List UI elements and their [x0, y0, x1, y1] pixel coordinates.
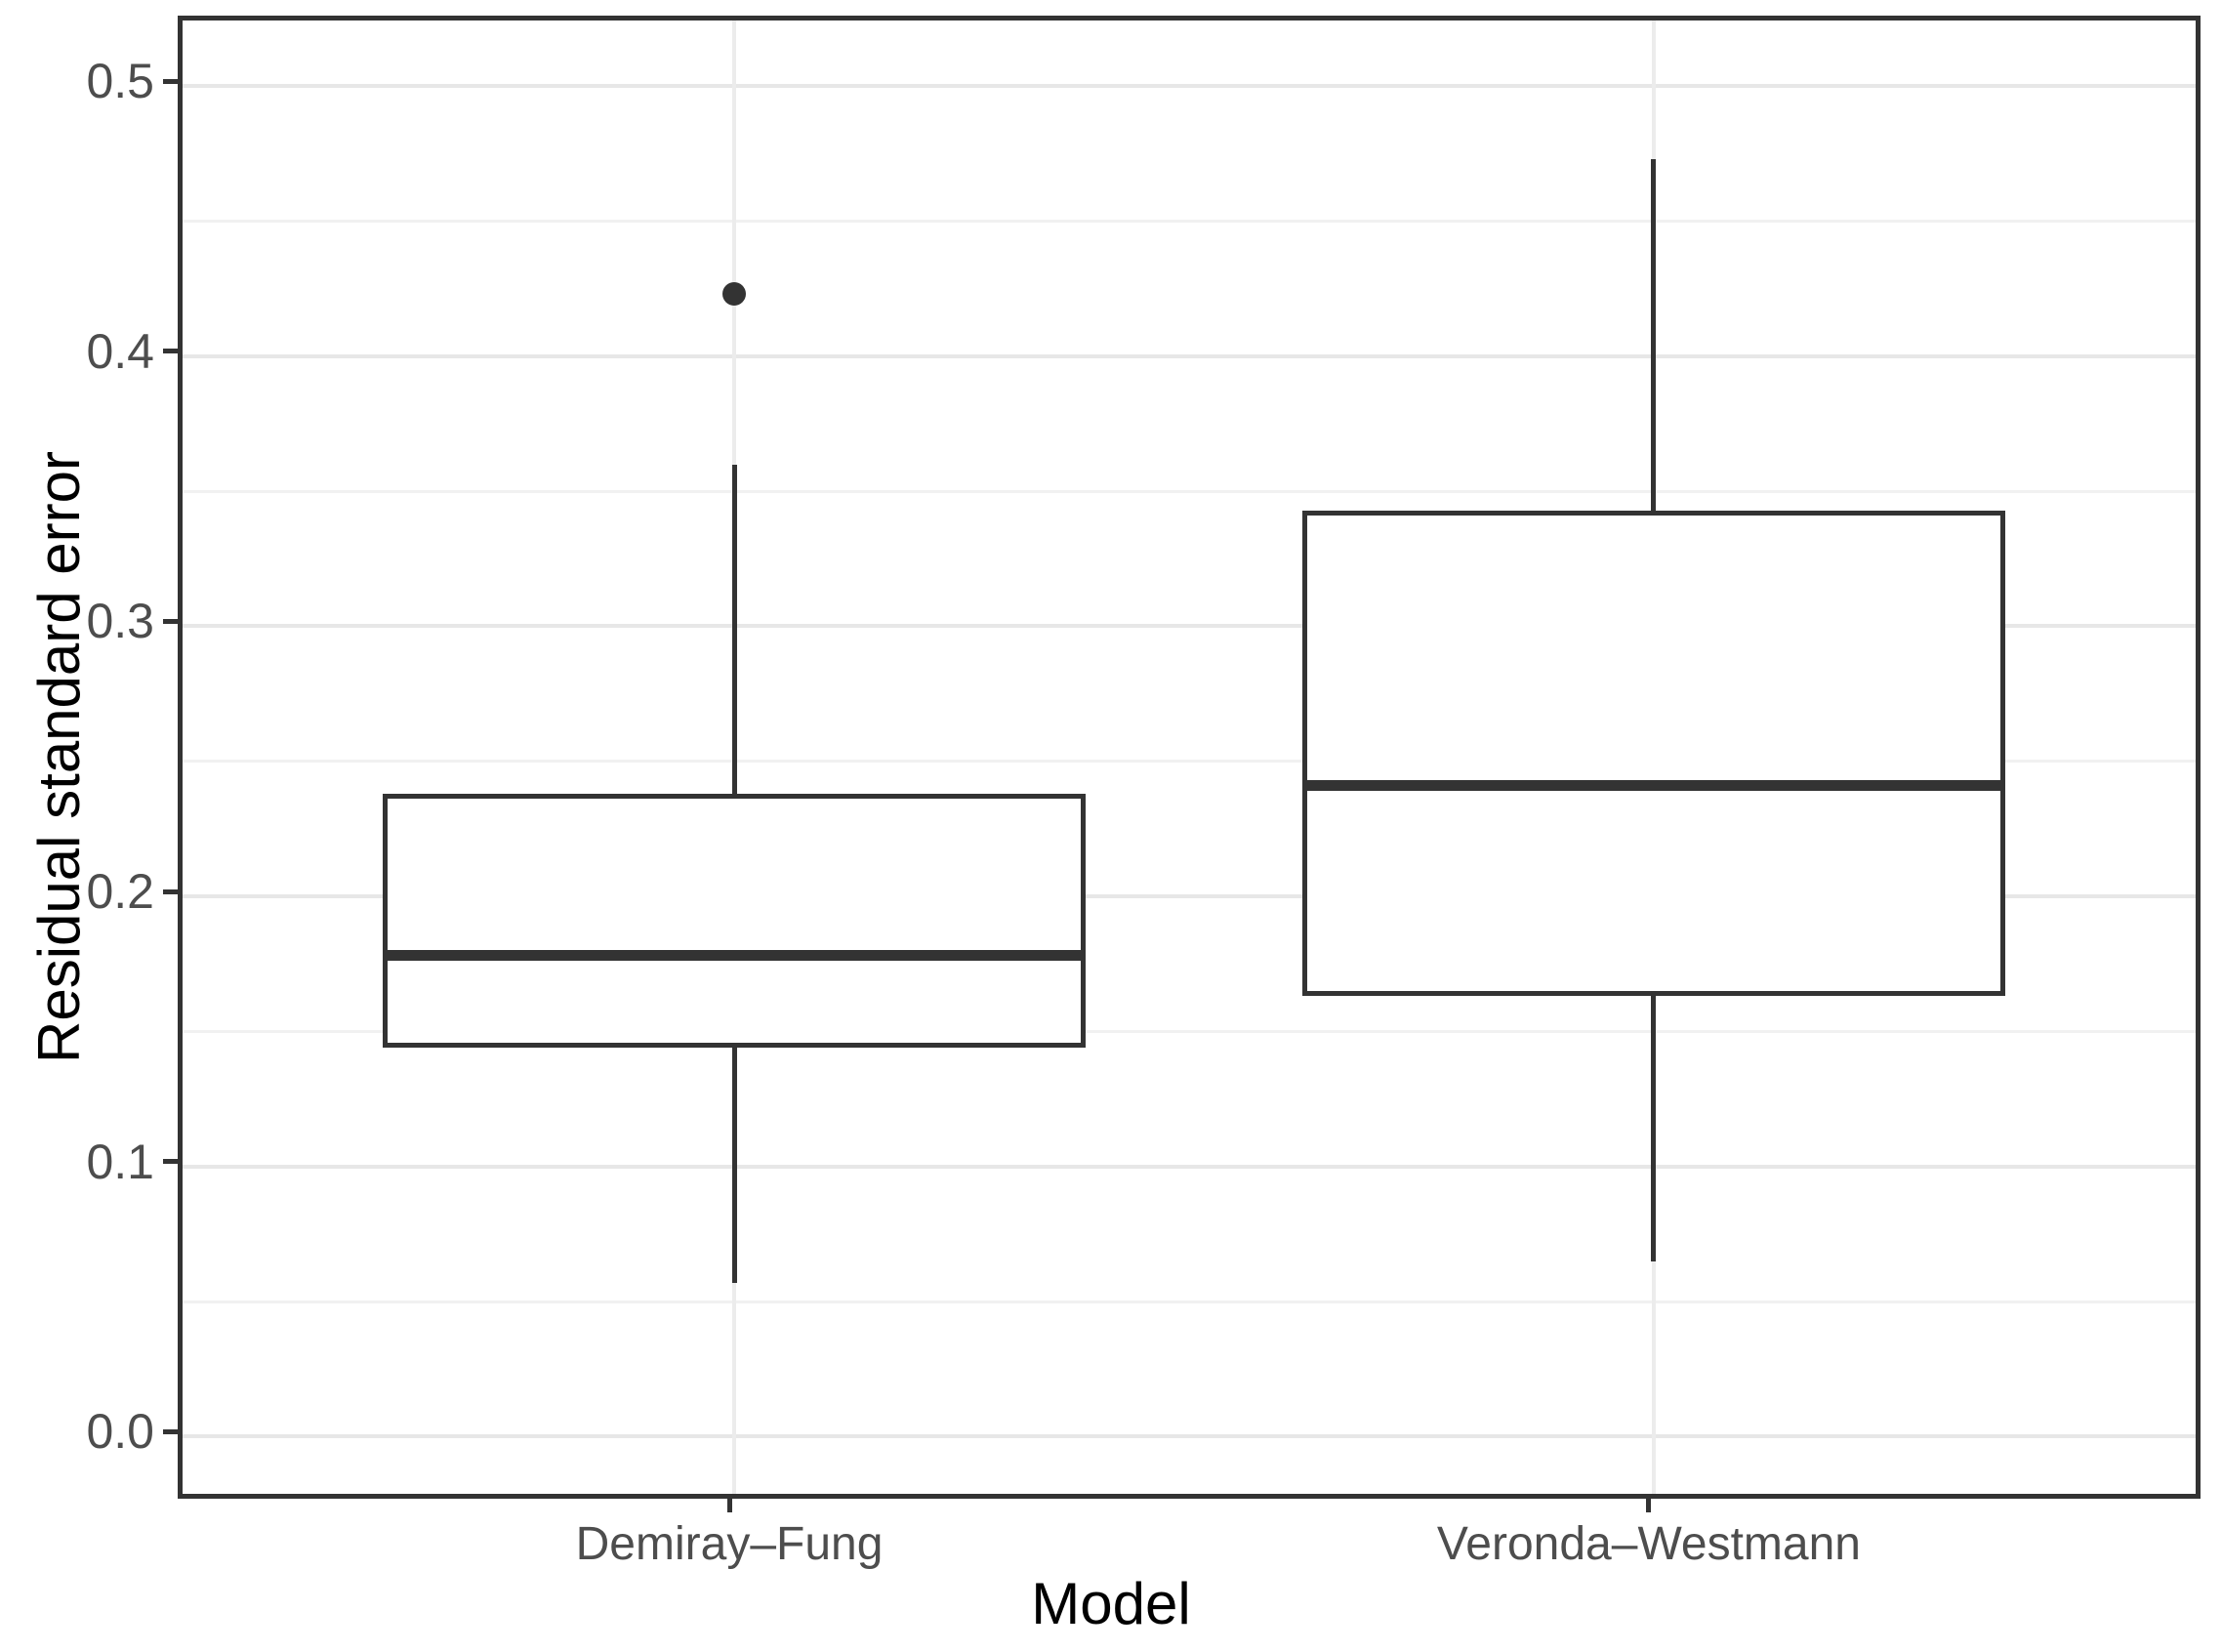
- lower-whisker: [1651, 993, 1657, 1261]
- y-tick-label: 0.0: [86, 1404, 154, 1460]
- x-tick-mark: [726, 1499, 732, 1512]
- major-gridline: [183, 624, 2196, 629]
- y-tick-mark: [163, 1428, 178, 1434]
- major-gridline: [183, 1164, 2196, 1169]
- minor-gridline: [183, 1029, 2196, 1033]
- minor-gridline: [183, 220, 2196, 224]
- outlier-point: [722, 282, 747, 307]
- major-gridline: [183, 84, 2196, 89]
- median-line: [1301, 780, 2005, 792]
- y-tick-label: 0.5: [86, 54, 154, 109]
- x-tick-mark: [1646, 1499, 1652, 1512]
- y-tick-mark: [163, 349, 178, 354]
- minor-gridline: [183, 1300, 2196, 1303]
- x-tick-label: Veronda–Westmann: [1436, 1518, 1861, 1570]
- y-axis-title: Residual standard error: [26, 451, 92, 1063]
- box: [383, 794, 1087, 1048]
- box: [1301, 510, 2005, 997]
- upper-whisker: [731, 464, 737, 797]
- x-axis-title: Model: [1031, 1571, 1191, 1636]
- y-tick-mark: [163, 888, 178, 894]
- y-tick-label: 0.3: [86, 594, 154, 649]
- y-tick-label: 0.4: [86, 323, 154, 379]
- minor-gridline: [183, 760, 2196, 764]
- y-tick-label: 0.1: [86, 1134, 154, 1189]
- y-tick-label: 0.2: [86, 864, 154, 920]
- major-gridline: [183, 353, 2196, 358]
- y-tick-mark: [163, 78, 178, 84]
- y-tick-mark: [163, 618, 178, 624]
- lower-whisker: [731, 1045, 737, 1283]
- x-tick-label: Demiray–Fung: [575, 1518, 884, 1570]
- y-tick-mark: [163, 1159, 178, 1165]
- upper-whisker: [1651, 158, 1657, 514]
- median-line: [383, 950, 1087, 962]
- major-gridline: [183, 1434, 2196, 1439]
- minor-gridline: [183, 489, 2196, 493]
- plot-panel: [178, 16, 2201, 1499]
- major-gridline: [183, 894, 2196, 899]
